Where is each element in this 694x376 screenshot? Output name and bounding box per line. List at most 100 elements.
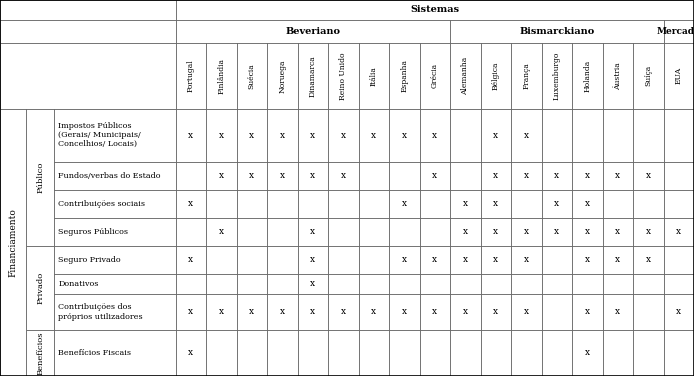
Bar <box>602 190 633 218</box>
Text: x: x <box>615 171 620 180</box>
Bar <box>176 330 206 376</box>
Text: Dinamarca: Dinamarca <box>309 55 316 97</box>
Text: x: x <box>585 227 590 236</box>
Bar <box>206 294 237 330</box>
Bar <box>54 190 176 218</box>
Bar <box>633 294 663 330</box>
Bar <box>359 43 389 109</box>
Bar <box>511 162 541 190</box>
Bar <box>450 43 480 109</box>
Bar <box>206 109 237 162</box>
Bar <box>176 43 206 109</box>
Bar <box>328 190 359 218</box>
Bar <box>450 109 480 162</box>
Bar <box>0 0 176 20</box>
Bar <box>237 218 267 246</box>
Bar <box>328 218 359 246</box>
Bar <box>480 162 511 190</box>
Text: Privado: Privado <box>36 271 44 304</box>
Text: Bismarckiano: Bismarckiano <box>519 27 594 36</box>
Bar <box>511 274 541 294</box>
Bar <box>572 190 602 218</box>
Bar <box>298 274 328 294</box>
Bar <box>420 109 450 162</box>
Text: x: x <box>493 255 498 264</box>
Text: Áustria: Áustria <box>613 62 622 89</box>
Bar <box>450 218 480 246</box>
Bar <box>206 274 237 294</box>
Text: x: x <box>585 171 590 180</box>
Bar <box>298 218 328 246</box>
Bar <box>359 190 389 218</box>
Bar <box>359 330 389 376</box>
Text: Mercado: Mercado <box>657 27 694 36</box>
Bar <box>633 246 663 274</box>
Bar <box>328 109 359 162</box>
Text: x: x <box>432 130 437 139</box>
Text: Financiamento: Financiamento <box>9 208 17 277</box>
Bar <box>237 43 267 109</box>
Bar <box>54 294 176 330</box>
Bar <box>633 190 663 218</box>
Bar <box>389 162 420 190</box>
Bar <box>511 109 541 162</box>
Text: Donativos: Donativos <box>58 280 99 288</box>
Bar <box>298 330 328 376</box>
Text: x: x <box>524 227 529 236</box>
Bar <box>389 246 420 274</box>
Bar <box>237 109 267 162</box>
Text: x: x <box>219 308 224 317</box>
Text: Seguro Privado: Seguro Privado <box>58 256 121 264</box>
Bar <box>237 246 267 274</box>
Bar <box>572 43 602 109</box>
Text: x: x <box>341 130 346 139</box>
Bar <box>663 109 694 162</box>
Bar <box>541 190 572 218</box>
Bar <box>389 190 420 218</box>
Text: x: x <box>188 130 194 139</box>
Bar <box>602 274 633 294</box>
Text: x: x <box>585 199 590 208</box>
Bar <box>450 330 480 376</box>
Bar <box>633 330 663 376</box>
Bar <box>602 218 633 246</box>
Bar <box>480 43 511 109</box>
Bar <box>298 43 328 109</box>
Bar <box>572 274 602 294</box>
Bar <box>206 190 237 218</box>
Bar <box>541 330 572 376</box>
Bar <box>359 246 389 274</box>
Text: Espanha: Espanha <box>400 59 408 92</box>
Text: x: x <box>310 171 315 180</box>
Text: x: x <box>493 227 498 236</box>
Text: x: x <box>341 308 346 317</box>
Bar <box>267 218 298 246</box>
Bar <box>328 246 359 274</box>
Bar <box>602 246 633 274</box>
Text: Suíça: Suíça <box>644 65 652 86</box>
Bar <box>602 330 633 376</box>
Bar <box>663 246 694 274</box>
Text: x: x <box>341 171 346 180</box>
Bar <box>328 43 359 109</box>
Text: Público: Público <box>36 161 44 193</box>
Bar <box>450 294 480 330</box>
Bar <box>663 274 694 294</box>
Bar <box>420 190 450 218</box>
Bar <box>237 330 267 376</box>
Bar <box>541 218 572 246</box>
Bar <box>450 274 480 294</box>
Bar <box>511 330 541 376</box>
Bar <box>389 330 420 376</box>
Text: Finlândia: Finlândia <box>217 58 226 94</box>
Bar <box>541 162 572 190</box>
Bar <box>480 218 511 246</box>
Bar <box>420 330 450 376</box>
Text: Luxemburgo: Luxemburgo <box>553 52 561 100</box>
Text: x: x <box>645 255 651 264</box>
Bar <box>450 20 663 43</box>
Bar <box>663 330 694 376</box>
Bar <box>267 162 298 190</box>
Text: x: x <box>645 227 651 236</box>
Text: x: x <box>555 199 559 208</box>
